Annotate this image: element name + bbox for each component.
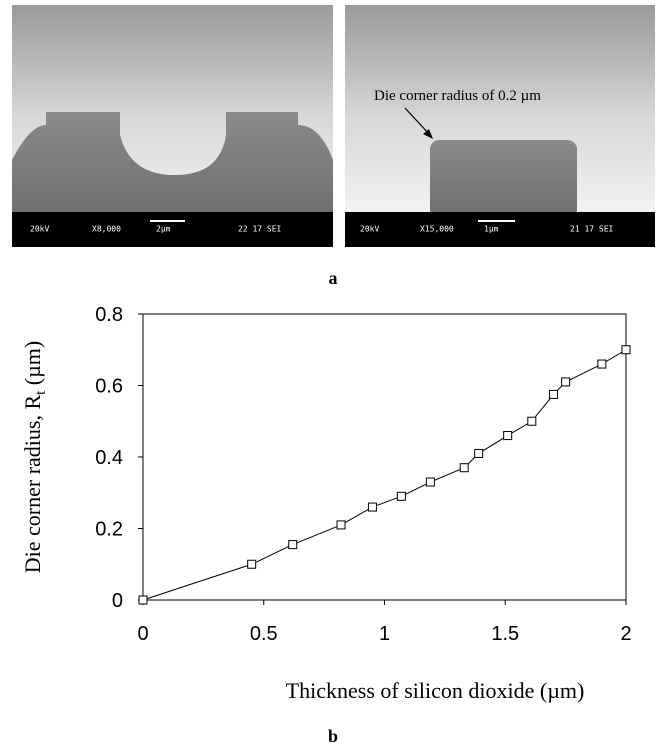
data-marker — [288, 540, 298, 550]
data-marker — [459, 463, 469, 473]
data-marker — [549, 389, 559, 399]
data-marker — [561, 377, 571, 387]
sem-info: 1µm — [484, 225, 499, 234]
y-tick-label: 0.8 — [95, 304, 123, 326]
panel-label: a — [329, 268, 338, 288]
data-marker — [474, 448, 484, 458]
sem-info: X15,000 — [420, 225, 454, 234]
y-tick-label: 0.4 — [95, 447, 123, 469]
plot-frame — [142, 313, 627, 601]
x-tick-label: 1.5 — [491, 623, 519, 645]
sem-info: 2µm — [156, 225, 171, 234]
data-marker — [336, 520, 346, 530]
sem-info: 22 17 SEI — [238, 225, 282, 234]
panel-label: b — [328, 726, 338, 746]
sem-info: 20kV — [30, 225, 49, 234]
y-axis-title-sub: t — [33, 390, 49, 395]
sem-info: 21 17 SEI — [570, 225, 614, 234]
x-tick-label: 2 — [620, 623, 631, 645]
y-tick-label: 0 — [112, 590, 123, 612]
x-tick-label: 1 — [379, 623, 390, 645]
data-marker — [597, 359, 607, 369]
x-tick-label: 0 — [137, 623, 148, 645]
data-marker — [527, 416, 537, 426]
data-marker — [396, 491, 406, 501]
sem-image-left: 20kV X8,000 2µm 22 17 SEI — [12, 5, 333, 247]
sem-info: 20kV — [360, 225, 379, 234]
y-axis-title: Die corner radius, Rt (µm) — [20, 341, 49, 574]
sem-info: X8,000 — [92, 225, 121, 234]
x-axis-title: Thickness of silicon dioxide (µm) — [286, 678, 585, 703]
y-axis-title-unit: (µm) — [20, 341, 45, 391]
data-marker — [138, 595, 148, 605]
data-marker — [503, 431, 513, 441]
data-marker — [367, 502, 377, 512]
plot: 0 0.2 0.4 0.6 0.8 0 0.5 1 1.5 2 — [95, 304, 631, 645]
data-marker — [621, 345, 631, 355]
data-line — [142, 349, 627, 601]
y-tick-label: 0.2 — [95, 519, 123, 541]
sem-image-right: 20kV X15,000 1µm 21 17 SEI Die corner ra… — [345, 5, 655, 247]
x-tick-label: 0.5 — [250, 623, 278, 645]
annotation: Die corner radius of 0.2 µm — [374, 88, 541, 104]
data-marker — [425, 477, 435, 487]
y-axis-title-main: Die corner radius, R — [20, 395, 45, 574]
y-tick-label: 0.6 — [95, 376, 123, 398]
data-marker — [247, 559, 257, 569]
